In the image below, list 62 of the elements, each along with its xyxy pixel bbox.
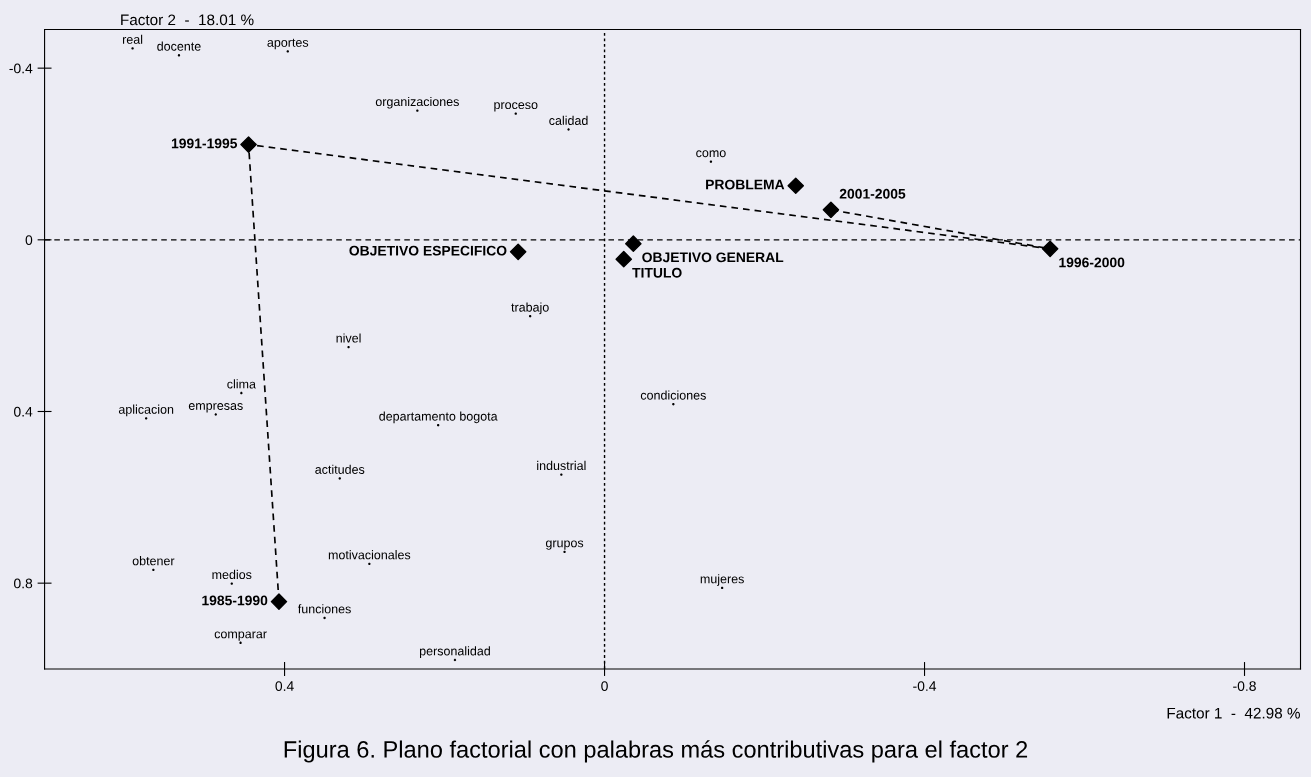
data-label: calidad bbox=[549, 115, 588, 125]
x-axis-title: Factor 1 - 42.98 % bbox=[1167, 707, 1300, 719]
text: Figura 6. Plano factorial con palabras más contributivas para el factor 2 bbox=[284, 740, 1028, 763]
point bbox=[270, 593, 288, 610]
point bbox=[822, 201, 840, 219]
y-tick-label: 0.8 bbox=[14, 578, 33, 589]
point bbox=[323, 616, 326, 620]
x-tick-label: -0.4 bbox=[913, 681, 937, 691]
data-label: real bbox=[122, 34, 143, 44]
data-label: organizaciones bbox=[375, 96, 459, 109]
point bbox=[514, 112, 517, 115]
data-label: industrial bbox=[537, 460, 586, 471]
data-label: grupos bbox=[545, 540, 584, 550]
point bbox=[563, 550, 566, 554]
point bbox=[509, 243, 527, 261]
data-label: funciones bbox=[297, 604, 351, 614]
data-label: nivel bbox=[336, 333, 361, 343]
data-label: OBJETIVO GENERAL bbox=[642, 252, 784, 263]
data-label: 1985-1990 bbox=[202, 595, 268, 606]
x-tick-label: -0.8 bbox=[1233, 681, 1256, 691]
data-label: obtener bbox=[132, 556, 175, 566]
data-label: proceso bbox=[494, 102, 538, 112]
point bbox=[560, 473, 563, 476]
data-label: departamento bogota bbox=[379, 411, 498, 424]
x-tick-label: 0 bbox=[601, 681, 608, 691]
point bbox=[239, 641, 242, 645]
data-label: docente bbox=[157, 41, 201, 51]
data-label: mujeres bbox=[700, 574, 744, 586]
data-label: condiciones bbox=[640, 390, 706, 400]
data-label: comparar bbox=[214, 631, 267, 641]
data-label: como bbox=[696, 150, 726, 158]
data-label: medios bbox=[212, 569, 252, 580]
data-label: actitudes bbox=[315, 464, 365, 474]
data-label: 2001-2005 bbox=[839, 188, 906, 199]
data-label: empresas bbox=[188, 403, 243, 413]
data-label: 1991-1995 bbox=[171, 138, 238, 149]
data-label: trabajo bbox=[511, 302, 549, 315]
y-tick-label: -0.4 bbox=[9, 63, 33, 74]
point bbox=[347, 345, 350, 349]
data-label: aplicacion bbox=[118, 404, 174, 417]
data-label: clima bbox=[227, 379, 256, 389]
y-axis-title: Factor 2 - 18.01 % bbox=[121, 14, 254, 26]
point bbox=[240, 136, 257, 153]
x-tick-label: 0.4 bbox=[275, 681, 294, 691]
point bbox=[615, 250, 633, 268]
data-label: OBJETIVO ESPECIFICO bbox=[349, 245, 507, 256]
data-label: aportes bbox=[267, 38, 309, 50]
data-label: PROBLEMA bbox=[706, 179, 785, 190]
data-label: motivacionales bbox=[328, 550, 411, 560]
data-label: TITULO bbox=[632, 267, 682, 278]
y-tick-label: 0 bbox=[25, 235, 33, 245]
point bbox=[416, 109, 419, 112]
point bbox=[286, 50, 289, 53]
point bbox=[1041, 240, 1059, 258]
y-tick-label: 0.4 bbox=[14, 406, 33, 417]
point bbox=[625, 235, 642, 252]
point bbox=[131, 47, 134, 50]
point bbox=[230, 582, 233, 585]
point bbox=[567, 128, 570, 131]
data-label: 1996-2000 bbox=[1059, 257, 1125, 268]
data-label: personalidad bbox=[419, 646, 490, 658]
point bbox=[787, 177, 805, 195]
